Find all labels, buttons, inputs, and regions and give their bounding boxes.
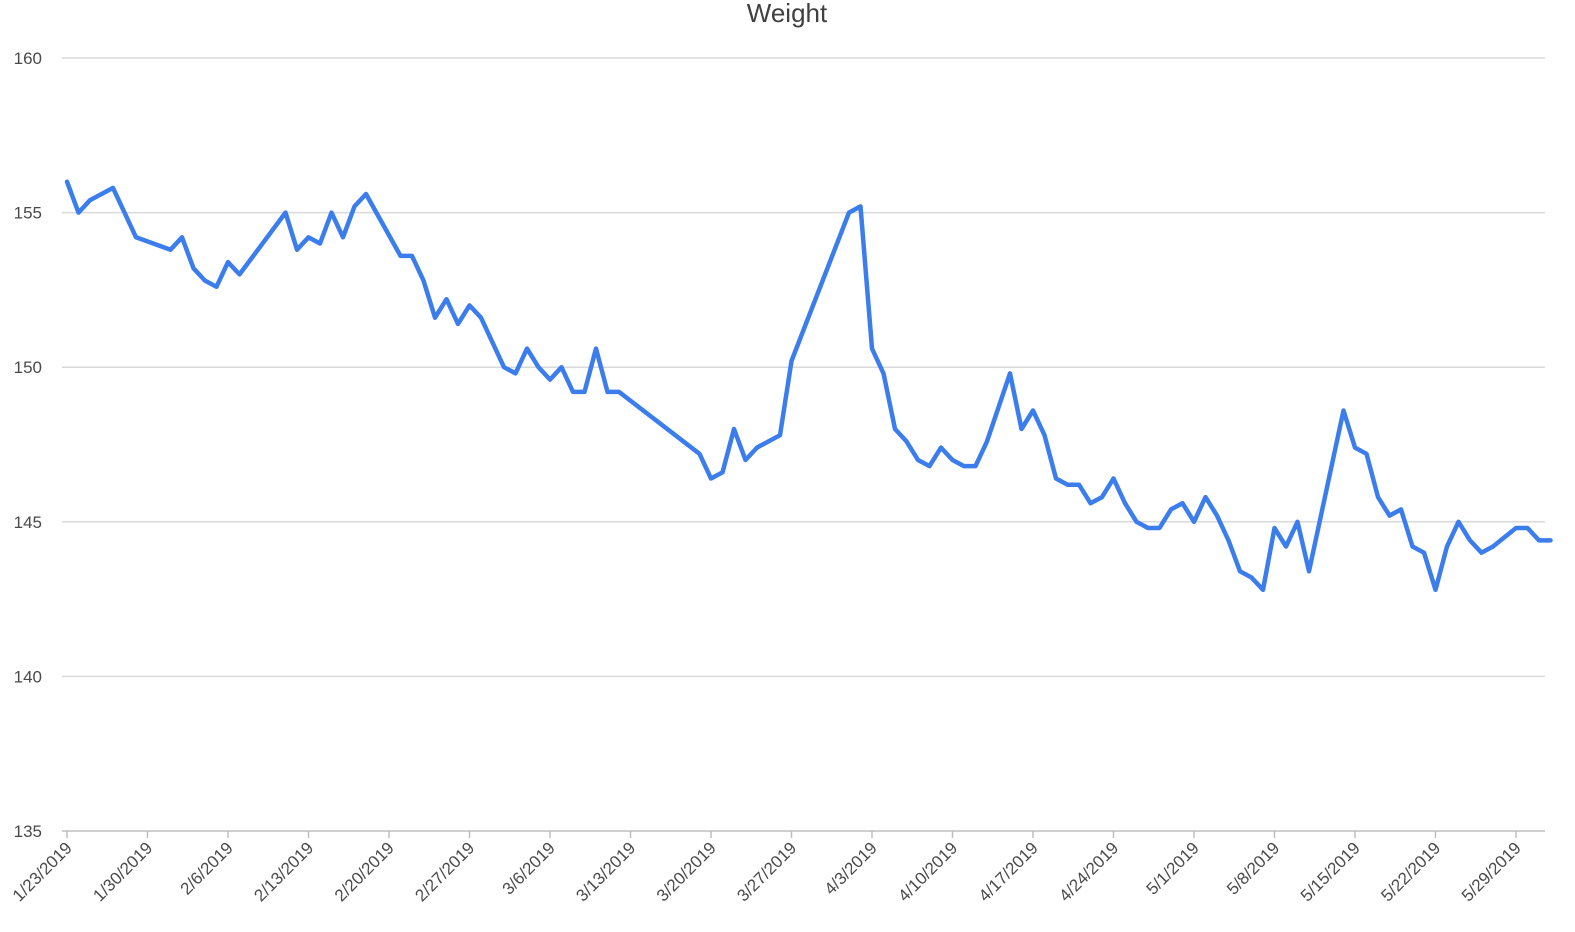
x-tick-label: 2/27/2019 xyxy=(411,838,478,905)
x-axis: 1/23/2019 1/30/2019 2/6/2019 2/13/2019 2/20/… xyxy=(9,830,1545,905)
gridlines xyxy=(62,57,1545,678)
chart-title: Weight xyxy=(747,0,828,28)
x-tick-label: 5/22/2019 xyxy=(1377,838,1444,905)
y-tick-label: 140 xyxy=(14,667,42,686)
x-tick-label: 4/17/2019 xyxy=(975,838,1042,905)
x-tick-label: 4/3/2019 xyxy=(821,838,881,898)
y-axis: 135 140 145 150 155 160 xyxy=(14,49,42,841)
x-tick-label: 3/13/2019 xyxy=(572,838,639,905)
x-tick-label: 5/1/2019 xyxy=(1143,838,1203,898)
x-tick-label: 2/13/2019 xyxy=(250,838,317,905)
y-tick-label: 145 xyxy=(14,513,42,532)
x-tick-label: 5/15/2019 xyxy=(1297,838,1364,905)
x-tick-label: 5/29/2019 xyxy=(1458,838,1525,905)
x-tick-label: 1/23/2019 xyxy=(9,838,76,905)
y-tick-label: 155 xyxy=(14,204,42,223)
x-tick-label: 4/24/2019 xyxy=(1055,838,1122,905)
x-tick-label: 2/20/2019 xyxy=(331,838,398,905)
x-tick-label: 3/20/2019 xyxy=(653,838,720,905)
y-tick-label: 135 xyxy=(14,822,42,841)
x-tick-label: 3/27/2019 xyxy=(733,838,800,905)
x-tick-label: 2/6/2019 xyxy=(177,838,237,898)
x-tick-label: 5/8/2019 xyxy=(1223,838,1283,898)
series-line xyxy=(64,179,1553,593)
y-tick-label: 160 xyxy=(14,49,42,68)
y-tick-label: 150 xyxy=(14,358,42,377)
x-tick-label: 4/10/2019 xyxy=(894,838,961,905)
series-layer xyxy=(64,179,1553,593)
x-tick-label: 1/30/2019 xyxy=(89,838,156,905)
x-tick-label: 3/6/2019 xyxy=(499,838,559,898)
